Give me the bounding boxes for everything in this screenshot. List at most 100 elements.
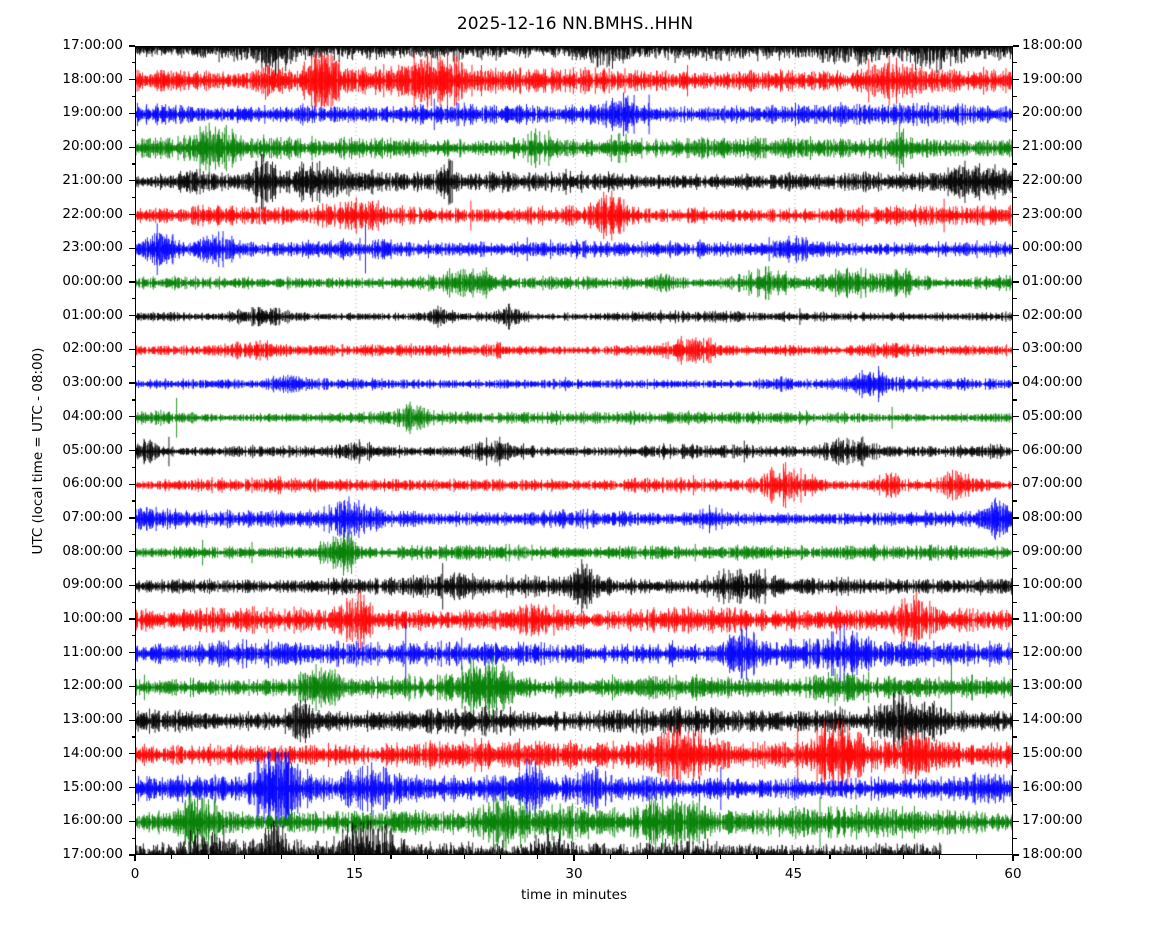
x-axis-label: time in minutes [520,887,628,903]
axis-tick [1013,770,1017,772]
axis-tick [131,736,135,738]
axis-tick [1013,551,1019,553]
axis-tick [1013,264,1017,266]
y-tick-label-left: 03:00:00 [62,374,123,391]
y-tick-label-right: 01:00:00 [1022,272,1083,289]
y-tick-label-right: 18:00:00 [1022,37,1083,53]
x-axis-tick [244,855,246,859]
axis-tick [1013,567,1017,570]
y-tick-label-right: 07:00:00 [1022,475,1083,492]
y-tick-label-right: 19:00:00 [1022,70,1083,87]
axis-tick [131,95,135,98]
axis-tick [1013,803,1017,806]
axis-tick [1013,786,1019,789]
axis-tick [1013,213,1019,216]
x-axis-tick [536,855,538,859]
axis-tick [1013,618,1019,620]
x-axis-tick [427,855,429,859]
axis-tick [131,163,135,165]
y-tick-label-left: 23:00:00 [62,239,123,256]
y-tick-label-left: 18:00:00 [62,70,123,87]
y-tick-label-right: 17:00:00 [1022,812,1083,829]
axis-tick [129,618,135,620]
axis-tick [1013,365,1017,367]
x-axis-tick [719,855,721,859]
axis-tick [1013,197,1017,199]
axis-tick [1013,500,1017,502]
axis-tick [1013,298,1017,300]
y-tick-label-right: 22:00:00 [1022,171,1083,188]
y-tick-label-right: 05:00:00 [1022,407,1083,424]
y-tick-label-right: 15:00:00 [1022,744,1083,761]
axis-tick [129,854,135,856]
axis-tick [131,197,135,199]
axis-tick [131,365,135,367]
x-tick-label: 45 [784,866,803,882]
axis-tick [131,129,135,131]
axis-tick [131,837,135,839]
y-tick-label-left: 10:00:00 [62,610,123,627]
axis-tick [129,146,135,148]
y-tick-label-left: 08:00:00 [62,542,123,559]
axis-tick [1013,837,1017,839]
axis-tick [1013,79,1019,81]
axis-tick [131,669,135,671]
axis-tick [129,247,135,249]
y-tick-label-left: 17:00:00 [62,37,123,53]
axis-tick [1013,517,1019,519]
axis-tick [1013,416,1019,418]
y-tick-label-right: 23:00:00 [1022,205,1083,222]
y-tick-label-right: 00:00:00 [1022,239,1083,256]
y-tick-label-left: 15:00:00 [62,778,123,795]
y-tick-label-left: 12:00:00 [62,677,123,694]
axis-tick [1013,601,1017,603]
x-tick-label: 0 [130,866,140,882]
y-tick-label-right: 12:00:00 [1022,643,1083,660]
axis-tick [129,315,135,317]
x-axis-tick [390,855,392,859]
axis-tick [1013,534,1017,536]
axis-tick [1013,382,1019,384]
x-axis-tick [939,855,941,859]
y-tick-label-right: 20:00:00 [1022,104,1083,121]
y-tick-label-right: 08:00:00 [1022,508,1083,525]
y-tick-label-left: 00:00:00 [62,272,123,289]
y-tick-label-left: 14:00:00 [62,744,123,761]
axis-tick [129,685,135,688]
axis-tick [131,264,135,266]
axis-tick [1013,736,1017,738]
axis-tick [129,382,135,384]
axis-tick [1013,669,1017,671]
x-axis-tick [280,855,282,859]
axis-tick [1013,466,1017,468]
y-tick-label-left: 13:00:00 [62,711,123,728]
x-axis-tick [902,855,904,859]
axis-tick [129,517,135,519]
axis-tick [131,331,135,334]
plot-area [135,46,1013,855]
x-axis-tick [609,855,612,859]
x-axis-tick [170,855,173,859]
axis-tick [131,635,135,637]
x-axis-tick [500,855,502,859]
axis-tick [129,79,135,81]
x-tick-label: 30 [565,866,583,882]
axis-tick [1013,45,1019,47]
axis-tick [1013,230,1017,232]
axis-tick [129,786,135,789]
y-tick-label-right: 11:00:00 [1022,610,1083,627]
x-axis-tick [353,855,356,861]
x-axis-tick [1012,855,1014,861]
y-tick-label-left: 04:00:00 [62,407,123,424]
y-tick-label-left: 20:00:00 [62,138,123,155]
axis-tick [131,230,135,232]
page-title: 2025-12-16 NN.BMHS..HHN [456,14,694,34]
axis-tick [1013,163,1017,165]
axis-tick [129,281,135,283]
axis-tick [131,466,135,468]
axis-tick [1013,449,1019,452]
axis-tick [129,180,135,182]
axis-tick [131,567,135,570]
axis-tick [129,348,135,350]
axis-tick [129,45,135,47]
